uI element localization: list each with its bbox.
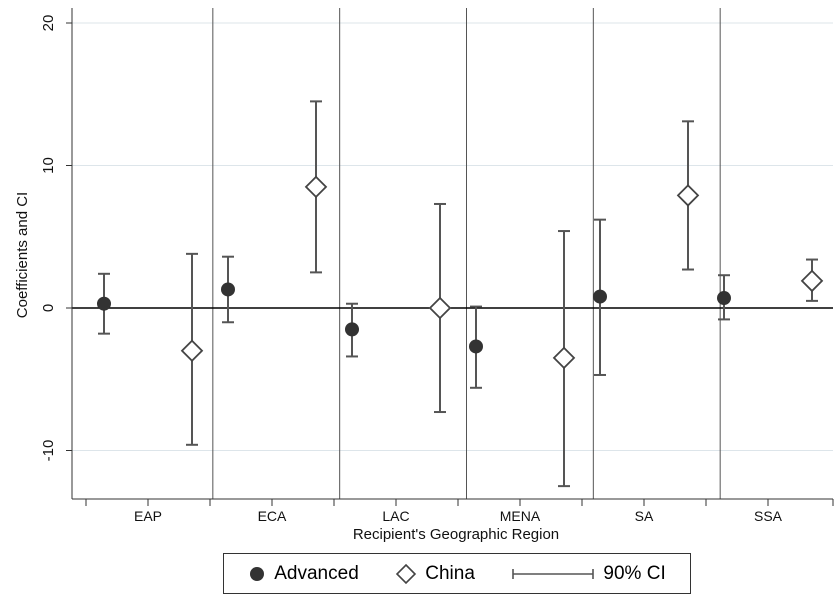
category-label-ssa: SSA bbox=[754, 508, 783, 524]
y-tick-label: 10 bbox=[40, 157, 57, 174]
point-china-sa bbox=[676, 184, 700, 207]
point-china-eca bbox=[304, 175, 328, 199]
y-ticks: 20 10 0 -10 bbox=[40, 15, 72, 462]
point-china-eap bbox=[180, 339, 204, 363]
gridlines bbox=[72, 22, 833, 451]
category-label-mena: MENA bbox=[500, 508, 541, 524]
legend-label-ci: 90% CI bbox=[603, 562, 666, 584]
point-advanced-mena bbox=[469, 339, 483, 354]
y-tick-label: -10 bbox=[40, 440, 57, 462]
point-estimates bbox=[97, 175, 824, 370]
point-advanced-ssa bbox=[717, 291, 731, 306]
point-china-ssa bbox=[800, 269, 824, 293]
x-axis-title: Recipient's Geographic Region bbox=[353, 526, 559, 543]
point-advanced-eca bbox=[221, 282, 235, 297]
point-advanced-sa bbox=[593, 289, 607, 304]
point-china-lac bbox=[428, 296, 452, 320]
y-tick-label: 20 bbox=[40, 15, 57, 32]
point-china-mena bbox=[552, 346, 576, 370]
hollow-diamond-icon bbox=[396, 563, 417, 584]
panel-separators bbox=[212, 8, 721, 499]
filled-circle-icon bbox=[250, 566, 265, 581]
legend-label-china: China bbox=[425, 562, 475, 584]
legend-item-china: China bbox=[395, 563, 475, 585]
legend-label-advanced: Advanced bbox=[274, 562, 359, 584]
legend-item-advanced: Advanced bbox=[248, 563, 359, 585]
category-label-eca: ECA bbox=[258, 508, 287, 524]
confidence-intervals bbox=[98, 100, 818, 488]
category-label-eap: EAP bbox=[134, 508, 162, 524]
category-label-lac: LAC bbox=[382, 508, 409, 524]
ci-capped-line-icon bbox=[512, 568, 595, 579]
category-label-sa: SA bbox=[635, 508, 654, 524]
point-advanced-eap bbox=[97, 296, 111, 311]
x-ticks: EAP ECA LAC MENA SA SSA bbox=[85, 499, 834, 524]
legend-item-ci: 90% CI bbox=[511, 562, 666, 585]
legend: Advanced China 90% CI bbox=[223, 553, 691, 594]
point-advanced-lac bbox=[345, 322, 359, 337]
y-tick-label: 0 bbox=[40, 304, 57, 312]
y-axis-title: Coefficients and CI bbox=[14, 192, 31, 318]
coefficient-plot: 20 10 0 -10 EAP ECA LAC MENA SA SSA Coefficients… bbox=[14, 8, 834, 543]
